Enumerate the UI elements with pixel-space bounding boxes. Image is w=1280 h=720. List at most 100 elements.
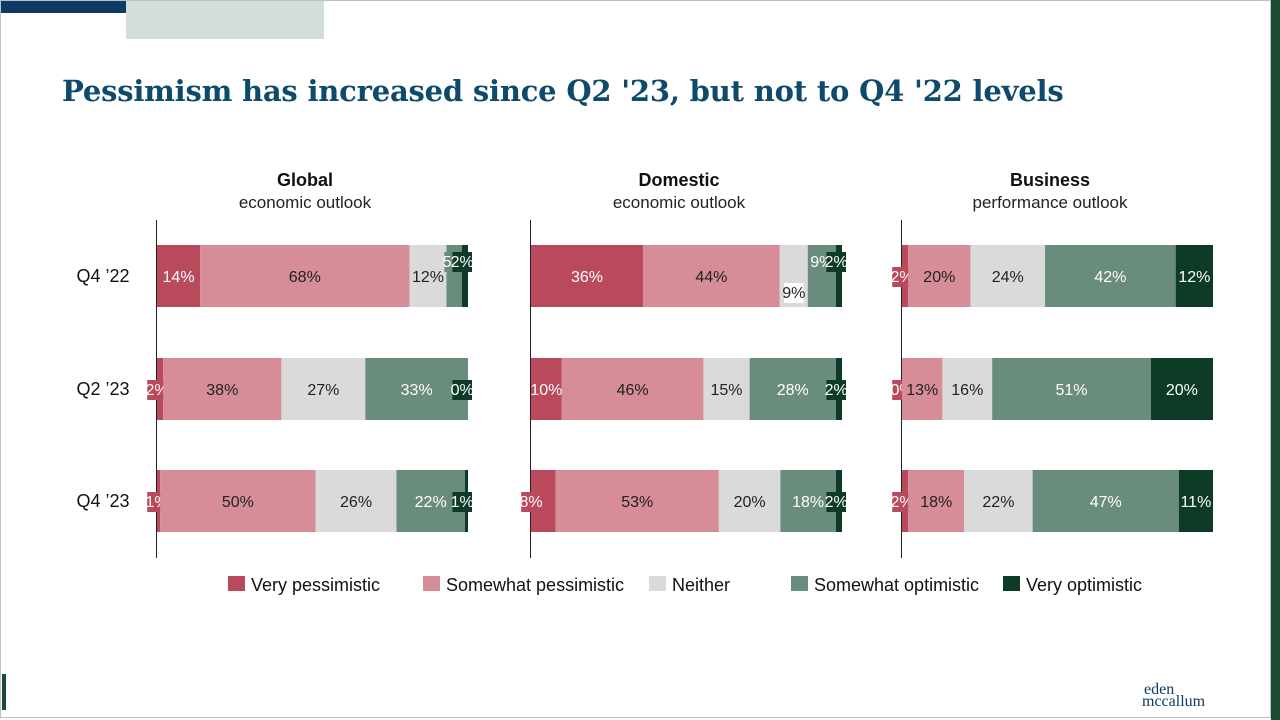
legend-swatch <box>649 576 666 591</box>
data-label: 36% <box>571 269 603 286</box>
bar-segment <box>942 358 993 420</box>
data-label: 2% <box>825 382 848 399</box>
bar-segment <box>531 358 562 420</box>
data-label-tag <box>521 492 541 512</box>
data-label: 24% <box>992 269 1024 286</box>
data-label: 44% <box>695 269 727 286</box>
legend-label: Somewhat pessimistic <box>446 575 624 595</box>
bar-segment <box>749 358 836 420</box>
data-label: 28% <box>777 382 809 399</box>
data-label: 18% <box>920 494 952 511</box>
bar-segment <box>160 470 316 532</box>
legend-swatch <box>791 576 808 591</box>
data-label-tag <box>452 492 472 512</box>
bar-segment <box>703 358 750 420</box>
data-label: 12% <box>1178 269 1210 286</box>
bottom-left-accent-bar <box>2 674 6 710</box>
data-label: 18% <box>792 494 824 511</box>
data-label: 20% <box>923 269 955 286</box>
data-label: 27% <box>307 382 339 399</box>
data-label: 9% <box>782 285 805 302</box>
data-label-tag <box>826 252 846 272</box>
bar-segment <box>964 470 1033 532</box>
bar-segment <box>902 358 943 420</box>
data-label: 47% <box>1090 494 1122 511</box>
data-label: 2% <box>451 254 474 271</box>
legend-label: Somewhat optimistic <box>814 575 979 595</box>
data-label: 22% <box>415 494 447 511</box>
bar-segment <box>200 245 410 307</box>
category-label: Q2 ’23 <box>76 379 129 399</box>
data-label: 13% <box>906 382 938 399</box>
bar-segment <box>409 245 447 307</box>
data-label: 11% <box>1180 494 1211 511</box>
bar-segment <box>365 358 468 420</box>
data-label: 2% <box>825 254 848 271</box>
data-label-tag <box>892 267 912 287</box>
data-label: 42% <box>1094 269 1126 286</box>
panel-subtitle: performance outlook <box>973 193 1128 212</box>
bar-segment <box>163 358 282 420</box>
bar-segment <box>1178 470 1213 532</box>
panel-title: Business <box>1010 170 1090 190</box>
category-label: Q4 ’22 <box>76 266 129 286</box>
data-label: 26% <box>340 494 372 511</box>
data-label: 15% <box>711 382 743 399</box>
bar-segment <box>1175 245 1213 307</box>
bar-segment <box>461 245 468 307</box>
legend-swatch <box>1003 576 1020 591</box>
panel-subtitle: economic outlook <box>239 193 372 212</box>
data-label: 2% <box>890 494 913 511</box>
data-label: 33% <box>401 382 433 399</box>
panel-title: Domestic <box>638 170 719 190</box>
data-label: 12% <box>412 269 444 286</box>
right-accent-bar <box>1271 0 1280 720</box>
legend-swatch <box>228 576 245 591</box>
bar-segment <box>531 245 643 307</box>
bar-segment <box>718 470 781 532</box>
data-label-tag <box>892 492 912 512</box>
bar-segment <box>1045 245 1176 307</box>
panel-title: Global <box>277 170 333 190</box>
data-label: 50% <box>222 494 254 511</box>
data-label: 20% <box>734 494 766 511</box>
bar-segment <box>908 470 965 532</box>
bar-segment <box>908 245 971 307</box>
slide-title: Pessimism has increased since Q2 '23, bu… <box>62 74 1064 108</box>
category-label: Q4 ’23 <box>76 491 129 511</box>
data-label: 2% <box>145 382 168 399</box>
panel-subtitle: economic outlook <box>613 193 746 212</box>
bar-segment <box>1150 358 1213 420</box>
bar-segment <box>970 245 1046 307</box>
bar-segment <box>555 470 719 532</box>
bar-segment <box>992 358 1151 420</box>
bar-segment <box>157 245 201 307</box>
data-label-tag <box>147 380 167 400</box>
bar-segment <box>642 245 780 307</box>
data-label: 10% <box>530 382 562 399</box>
logo-line-2: mccallum <box>1142 693 1206 710</box>
data-label-tag <box>452 380 472 400</box>
company-logo: eden mccallum <box>1142 682 1222 710</box>
stacked-bar-chart: Q4 ’22 Q2 ’23 Q4 ’23 Global economic outlook… <box>76 170 1213 595</box>
legend-label: Neither <box>672 575 730 595</box>
data-label: 22% <box>982 494 1014 511</box>
data-label: 38% <box>206 382 238 399</box>
data-label: 16% <box>951 382 983 399</box>
data-label: 14% <box>163 269 195 286</box>
bar-segment <box>1032 470 1179 532</box>
bar-segment <box>561 358 704 420</box>
bar-segment <box>835 245 842 307</box>
data-label: 53% <box>621 494 653 511</box>
data-label: 51% <box>1055 382 1087 399</box>
legend-label: Very optimistic <box>1026 575 1142 595</box>
data-label-tag <box>452 252 472 272</box>
bar-segment <box>315 470 397 532</box>
data-label: 8% <box>519 494 542 511</box>
data-label-tag <box>826 380 846 400</box>
data-label: 2% <box>825 494 848 511</box>
data-label-tag <box>826 492 846 512</box>
bar-segment <box>281 358 366 420</box>
data-label: 46% <box>617 382 649 399</box>
